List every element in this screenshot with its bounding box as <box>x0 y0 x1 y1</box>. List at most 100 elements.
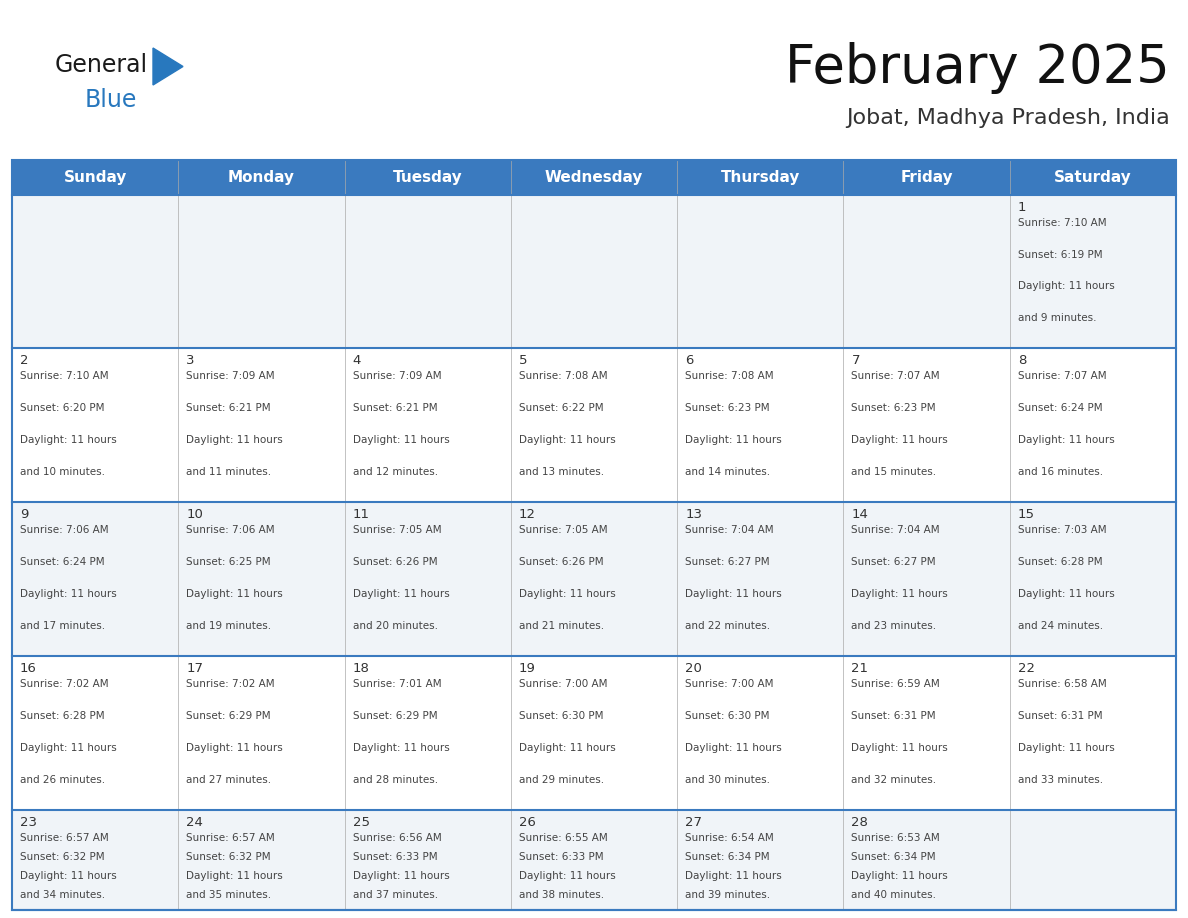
Text: and 35 minutes.: and 35 minutes. <box>187 890 271 901</box>
Text: General: General <box>55 53 148 77</box>
Text: and 30 minutes.: and 30 minutes. <box>685 775 770 785</box>
Text: Sunrise: 7:02 AM: Sunrise: 7:02 AM <box>187 679 274 689</box>
Bar <box>12 656 1176 810</box>
Text: Daylight: 11 hours: Daylight: 11 hours <box>1018 281 1114 291</box>
Text: Daylight: 11 hours: Daylight: 11 hours <box>519 743 615 753</box>
Text: Wednesday: Wednesday <box>545 170 643 185</box>
Text: Daylight: 11 hours: Daylight: 11 hours <box>519 871 615 881</box>
Text: Sunrise: 7:03 AM: Sunrise: 7:03 AM <box>1018 525 1106 535</box>
Text: Sunrise: 7:02 AM: Sunrise: 7:02 AM <box>20 679 108 689</box>
Text: and 33 minutes.: and 33 minutes. <box>1018 775 1102 785</box>
Text: Daylight: 11 hours: Daylight: 11 hours <box>20 588 116 599</box>
Text: Daylight: 11 hours: Daylight: 11 hours <box>519 435 615 445</box>
Text: Daylight: 11 hours: Daylight: 11 hours <box>685 588 782 599</box>
Text: Sunrise: 6:58 AM: Sunrise: 6:58 AM <box>1018 679 1106 689</box>
Text: Sunrise: 7:00 AM: Sunrise: 7:00 AM <box>519 679 607 689</box>
Text: Daylight: 11 hours: Daylight: 11 hours <box>1018 743 1114 753</box>
Text: 2: 2 <box>20 354 29 367</box>
Text: Jobat, Madhya Pradesh, India: Jobat, Madhya Pradesh, India <box>846 108 1170 128</box>
Text: Daylight: 11 hours: Daylight: 11 hours <box>353 871 449 881</box>
Text: Daylight: 11 hours: Daylight: 11 hours <box>685 435 782 445</box>
Text: 18: 18 <box>353 662 369 675</box>
Text: Daylight: 11 hours: Daylight: 11 hours <box>685 871 782 881</box>
Text: Sunset: 6:31 PM: Sunset: 6:31 PM <box>852 711 936 721</box>
Text: 5: 5 <box>519 354 527 367</box>
Text: and 26 minutes.: and 26 minutes. <box>20 775 105 785</box>
Text: Sunrise: 7:04 AM: Sunrise: 7:04 AM <box>852 525 940 535</box>
Text: 21: 21 <box>852 662 868 675</box>
Text: Sunset: 6:26 PM: Sunset: 6:26 PM <box>353 557 437 567</box>
Text: Sunrise: 7:00 AM: Sunrise: 7:00 AM <box>685 679 773 689</box>
Text: Sunset: 6:25 PM: Sunset: 6:25 PM <box>187 557 271 567</box>
Text: 4: 4 <box>353 354 361 367</box>
Text: and 9 minutes.: and 9 minutes. <box>1018 313 1097 323</box>
Text: Daylight: 11 hours: Daylight: 11 hours <box>519 588 615 599</box>
Text: Sunset: 6:32 PM: Sunset: 6:32 PM <box>187 852 271 862</box>
Text: 15: 15 <box>1018 508 1035 521</box>
Text: Sunset: 6:19 PM: Sunset: 6:19 PM <box>1018 250 1102 260</box>
Text: 23: 23 <box>20 816 37 829</box>
Text: and 17 minutes.: and 17 minutes. <box>20 621 105 631</box>
Text: February 2025: February 2025 <box>785 42 1170 94</box>
Text: 26: 26 <box>519 816 536 829</box>
Text: Sunday: Sunday <box>63 170 127 185</box>
Text: Daylight: 11 hours: Daylight: 11 hours <box>187 743 283 753</box>
Text: Friday: Friday <box>901 170 953 185</box>
Text: 6: 6 <box>685 354 694 367</box>
Text: and 20 minutes.: and 20 minutes. <box>353 621 437 631</box>
Text: Daylight: 11 hours: Daylight: 11 hours <box>685 743 782 753</box>
Text: Sunset: 6:28 PM: Sunset: 6:28 PM <box>1018 557 1102 567</box>
Text: and 28 minutes.: and 28 minutes. <box>353 775 437 785</box>
Text: 3: 3 <box>187 354 195 367</box>
Text: Sunset: 6:29 PM: Sunset: 6:29 PM <box>353 711 437 721</box>
Text: Sunset: 6:23 PM: Sunset: 6:23 PM <box>685 403 770 413</box>
Text: and 12 minutes.: and 12 minutes. <box>353 466 437 476</box>
Text: and 39 minutes.: and 39 minutes. <box>685 890 770 901</box>
Text: Sunrise: 7:07 AM: Sunrise: 7:07 AM <box>1018 371 1106 381</box>
Text: 27: 27 <box>685 816 702 829</box>
Text: Daylight: 11 hours: Daylight: 11 hours <box>852 871 948 881</box>
Text: Sunset: 6:32 PM: Sunset: 6:32 PM <box>20 852 105 862</box>
Text: Sunrise: 7:10 AM: Sunrise: 7:10 AM <box>1018 218 1106 228</box>
Text: and 21 minutes.: and 21 minutes. <box>519 621 604 631</box>
Text: Sunset: 6:30 PM: Sunset: 6:30 PM <box>519 711 604 721</box>
Text: Daylight: 11 hours: Daylight: 11 hours <box>852 743 948 753</box>
Bar <box>12 160 1176 910</box>
Text: 13: 13 <box>685 508 702 521</box>
Text: 20: 20 <box>685 662 702 675</box>
Bar <box>12 348 1176 502</box>
Text: Sunset: 6:20 PM: Sunset: 6:20 PM <box>20 403 105 413</box>
Text: Daylight: 11 hours: Daylight: 11 hours <box>852 435 948 445</box>
Text: Daylight: 11 hours: Daylight: 11 hours <box>187 588 283 599</box>
Bar <box>12 195 1176 348</box>
Text: and 23 minutes.: and 23 minutes. <box>852 621 936 631</box>
Text: Sunrise: 7:05 AM: Sunrise: 7:05 AM <box>353 525 441 535</box>
Text: Sunrise: 7:06 AM: Sunrise: 7:06 AM <box>187 525 274 535</box>
Polygon shape <box>153 48 183 85</box>
Text: Daylight: 11 hours: Daylight: 11 hours <box>353 588 449 599</box>
Text: Sunset: 6:24 PM: Sunset: 6:24 PM <box>20 557 105 567</box>
Text: Saturday: Saturday <box>1054 170 1132 185</box>
Text: 7: 7 <box>852 354 860 367</box>
Text: 24: 24 <box>187 816 203 829</box>
Text: Sunrise: 6:53 AM: Sunrise: 6:53 AM <box>852 833 940 843</box>
Text: Sunset: 6:34 PM: Sunset: 6:34 PM <box>685 852 770 862</box>
Text: Blue: Blue <box>86 88 138 112</box>
Text: Sunset: 6:33 PM: Sunset: 6:33 PM <box>519 852 604 862</box>
Text: Sunset: 6:27 PM: Sunset: 6:27 PM <box>685 557 770 567</box>
Text: and 19 minutes.: and 19 minutes. <box>187 621 271 631</box>
Text: 25: 25 <box>353 816 369 829</box>
Text: Sunrise: 7:08 AM: Sunrise: 7:08 AM <box>685 371 773 381</box>
Text: 12: 12 <box>519 508 536 521</box>
Text: and 10 minutes.: and 10 minutes. <box>20 466 105 476</box>
Text: 10: 10 <box>187 508 203 521</box>
Text: Sunset: 6:24 PM: Sunset: 6:24 PM <box>1018 403 1102 413</box>
Text: Sunrise: 6:57 AM: Sunrise: 6:57 AM <box>20 833 109 843</box>
Text: Sunset: 6:34 PM: Sunset: 6:34 PM <box>852 852 936 862</box>
Text: Sunrise: 7:08 AM: Sunrise: 7:08 AM <box>519 371 607 381</box>
Text: Sunrise: 7:10 AM: Sunrise: 7:10 AM <box>20 371 108 381</box>
Text: and 14 minutes.: and 14 minutes. <box>685 466 770 476</box>
Text: Sunrise: 6:54 AM: Sunrise: 6:54 AM <box>685 833 773 843</box>
Text: 16: 16 <box>20 662 37 675</box>
Text: and 16 minutes.: and 16 minutes. <box>1018 466 1102 476</box>
